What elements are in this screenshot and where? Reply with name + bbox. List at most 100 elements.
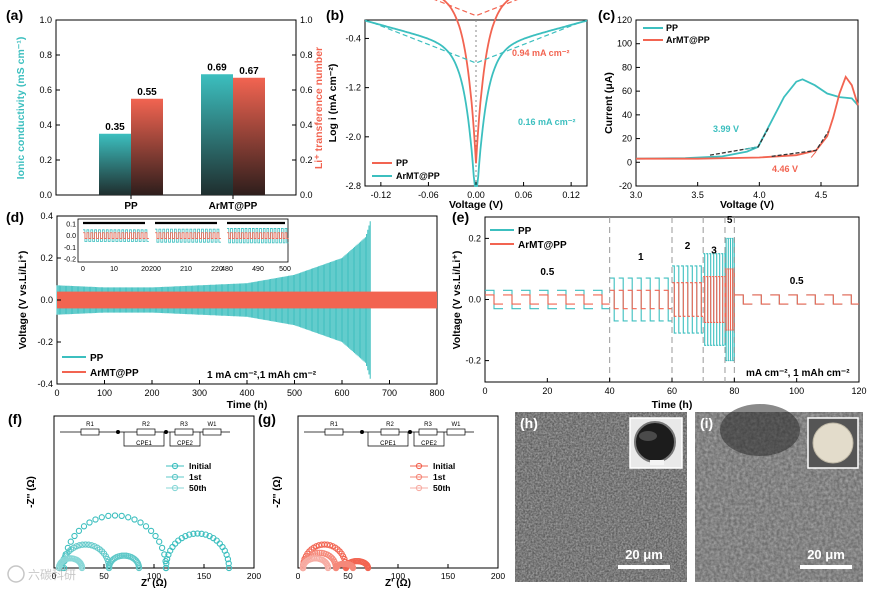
bar-label-a-PP-1: 0.55	[137, 87, 157, 98]
circuit-branch-f-0	[123, 432, 165, 447]
xtick-label-f-4: 200	[247, 571, 261, 581]
point-f-Initial-0-17	[142, 523, 150, 530]
circuit-label-f-2: R3	[180, 422, 188, 428]
circuit-label-g-1: R2	[386, 422, 394, 428]
panel-label-c: (c)	[598, 7, 615, 23]
ytick-label-c-0: -20	[619, 181, 632, 191]
onset-fit-c-pp	[709, 126, 770, 156]
xtick-label-f-3: 150	[197, 571, 211, 581]
point-f-Initial-0-18	[147, 527, 155, 535]
point-f-Initial-1-14	[202, 531, 209, 538]
ytick-label-e-1: 0.0	[468, 295, 481, 305]
ylabel-e: Voltage (V vs.Li/Li⁺)	[451, 251, 463, 350]
arcs-f	[55, 512, 233, 572]
point-f-Initial-0-5	[71, 532, 78, 540]
inset-d-xtick-6: 480	[221, 266, 233, 273]
legend-b-armt: ArMT@PP	[396, 171, 440, 181]
xtick-label-e-6: 120	[851, 386, 866, 396]
curve-b-PP	[442, 0, 510, 164]
scale-label-h: 20 μm	[625, 547, 663, 562]
inset-d-xtick-3: 200	[149, 266, 161, 273]
ytick-label-d-2: 0.0	[40, 295, 53, 305]
ytick-label-d-3: 0.2	[40, 253, 53, 263]
point-f-1st-0-10	[76, 542, 83, 549]
xtick-label-a-1: ArMT@PP	[209, 201, 258, 212]
point-f-1st-1-11	[118, 552, 126, 559]
ytick-label-b-1: -2.0	[345, 132, 361, 142]
panel-f: (f) 0 50 100 150 200 R1 R2 R3 W1 CPE1 CPE2 Initia…	[8, 411, 261, 589]
panel-h: (h) 20 μm	[515, 412, 687, 582]
ylabel-b: Log i (mA cm⁻²)	[327, 64, 339, 143]
point-f-Initial-0-21	[158, 544, 166, 552]
ytick-label-c-6: 100	[617, 39, 632, 49]
legend-c-armt: ArMT@PP	[666, 35, 710, 45]
xtick-label-c-3: 4.5	[815, 190, 828, 200]
ticks-b: -0.12 -0.06 0.00 0.06 0.12 -2.8 -2.0 -1.2 -0.4	[345, 33, 579, 200]
xtick-label-f-1: 50	[99, 571, 109, 581]
ytick-label-b-0: -2.8	[345, 181, 361, 191]
panel-c: (c) 3.0 3.5 4.0 4.5 -20 0 20 40 60 80 100 120 PP Ar…	[598, 7, 859, 211]
coin-cell-icon	[634, 421, 676, 463]
xtick-label-d-1: 100	[97, 388, 112, 398]
point-f-Initial-0-15	[131, 516, 138, 523]
signal-e-armt	[485, 268, 859, 331]
point-f-Initial-0-13	[118, 512, 125, 520]
circuit-node-f-1	[164, 430, 168, 434]
xtick-label-g-0: 0	[296, 571, 301, 581]
point-f-Initial-0-12	[111, 512, 119, 519]
ticks-c: 3.0 3.5 4.0 4.5 -20 0 20 40 60 80 100 120	[617, 15, 827, 200]
ytick-label-c-3: 40	[622, 110, 632, 120]
point-g-50th-0-24	[324, 564, 332, 572]
xlabel-f: Z' (Ω)	[141, 578, 167, 589]
xtick-label-g-2: 100	[391, 571, 405, 581]
panel-b: (b) -0.12 -0.06 0.00 0.06 0.12-2.8-2.0-1.2-0…	[326, 0, 588, 211]
frame-a	[55, 19, 297, 196]
y2label-a: Li⁺ transference number	[313, 47, 325, 169]
ylabel-a: Ionic conductivity (mS cm⁻¹)	[15, 37, 27, 180]
ytick-label-a-right-0: 0.0	[300, 190, 313, 200]
point-f-Initial-0-20	[156, 538, 163, 545]
point-f-Initial-0-10	[98, 514, 105, 521]
point-f-1st-0-11	[79, 541, 86, 548]
inset-d-frame	[77, 218, 289, 263]
bar-a-ArMT@PP-1	[233, 77, 265, 195]
ytick-label-a-right-5: 1.0	[300, 15, 313, 25]
ticks-d: 0 100 200 300 400 500 600 700 800-0.4-0.20.00.20…	[37, 211, 444, 398]
inset-d-ytick-1: 0.0	[66, 233, 76, 240]
xtick-label-b-1: -0.06	[418, 190, 439, 200]
xtick-label-e-5: 100	[789, 386, 804, 396]
circuit-elem-f-2	[174, 428, 194, 436]
legend-g-marker-2	[415, 484, 423, 492]
point-f-Initial-0-7	[80, 523, 88, 530]
ytick-label-d-4: 0.4	[40, 211, 53, 221]
point-f-Initial-0-8	[86, 519, 93, 526]
rate-label-e-4: 5	[727, 215, 733, 226]
inset-d-xtick-8: 500	[279, 266, 291, 273]
annotation-e: mA cm⁻², 1 mAh cm⁻²	[746, 368, 850, 379]
signal-e	[485, 217, 859, 382]
xtick-label-f-0: 0	[52, 571, 57, 581]
circuit-elem-f-3	[202, 428, 222, 436]
legend-c-pp: PP	[666, 23, 678, 33]
inset-d-xtick-4: 210	[180, 266, 192, 273]
curves-c	[635, 75, 859, 160]
xtick-label-e-2: 40	[605, 386, 615, 396]
xtick-label-g-3: 150	[441, 571, 455, 581]
bar-label-a-PP-0: 0.35	[105, 122, 125, 133]
ytick-label-c-7: 120	[617, 15, 632, 25]
xtick-label-d-8: 800	[429, 388, 444, 398]
inset-d-xtick-2: 20	[141, 266, 149, 273]
point-f-Initial-0-6	[75, 527, 83, 535]
point-f-Initial-1-10	[186, 531, 193, 538]
panel-label-g: (g)	[258, 411, 276, 427]
circuit-elem-g-2	[418, 428, 438, 436]
tafel-fit-b-ArMT@PP	[372, 22, 580, 64]
legend-g-marker-0	[415, 462, 423, 470]
circuit-elem-g-0	[324, 428, 344, 436]
point-f-Initial-1-1	[163, 560, 170, 567]
xtick-label-c-1: 3.5	[691, 190, 704, 200]
xtick-label-d-5: 500	[287, 388, 302, 398]
